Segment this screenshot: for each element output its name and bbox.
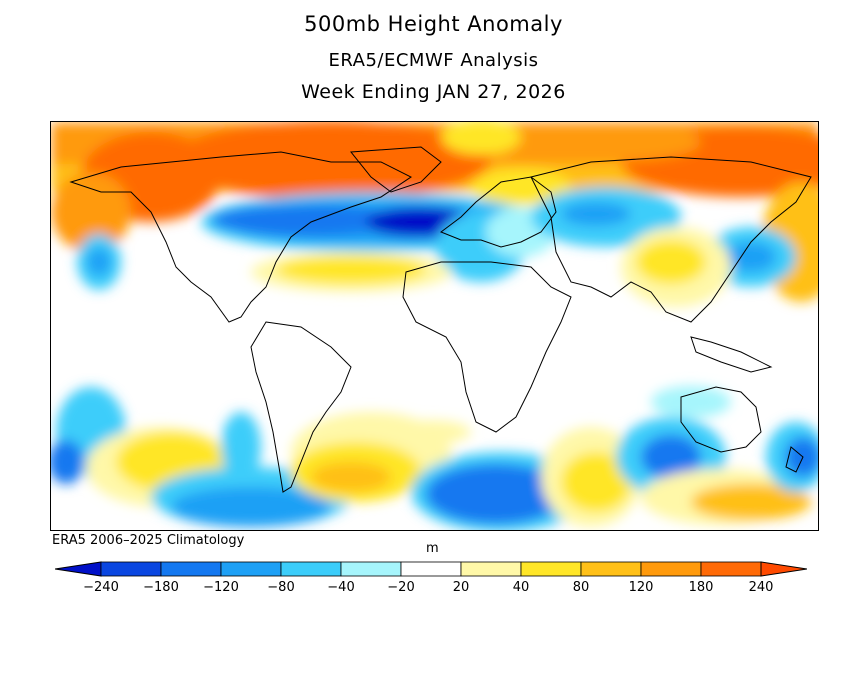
colorbar-segment [580, 561, 642, 577]
colorbar-tick-label: −40 [327, 580, 355, 595]
anomaly-map-svg [51, 122, 818, 530]
colorbar-tick-label: −240 [83, 580, 119, 595]
colorbar-segment [220, 561, 282, 577]
colorbar-tick-label: −180 [143, 580, 179, 595]
colorbar-tick-label: 40 [512, 580, 530, 595]
colorbar-segment [160, 561, 222, 577]
colorbar-segment [340, 561, 402, 577]
colorbar-tick-label: 80 [572, 580, 590, 595]
anomaly-shading [51, 122, 818, 530]
colorbar-segment [520, 561, 582, 577]
colorbar-tick-label: 120 [628, 580, 654, 595]
colorbar-segment [460, 561, 522, 577]
anomaly-map [50, 121, 819, 531]
units-label: m [426, 541, 439, 556]
colorbar-tick-label: −80 [267, 580, 295, 595]
colorbar-segment [55, 561, 102, 577]
colorbar [55, 561, 807, 577]
chart-title: 500mb Height Anomaly [304, 12, 563, 36]
colorbar-tick-label: 240 [748, 580, 774, 595]
climatology-note: ERA5 2006–2025 Climatology [52, 533, 245, 548]
colorbar-segment [280, 561, 342, 577]
colorbar-segment [400, 561, 462, 577]
colorbar-tick-label: −120 [203, 580, 239, 595]
chart-subtitle: ERA5/ECMWF Analysis [328, 50, 539, 71]
colorbar-tick-label: 20 [452, 580, 470, 595]
coastline-outlines [69, 146, 812, 493]
colorbar-segment [700, 561, 762, 577]
colorbar-tick-label: −20 [387, 580, 415, 595]
colorbar-segment [640, 561, 702, 577]
colorbar-tick-label: 180 [688, 580, 714, 595]
colorbar-segment [760, 561, 807, 577]
chart-date-line: Week Ending JAN 27, 2026 [301, 81, 566, 103]
colorbar-segment [100, 561, 162, 577]
